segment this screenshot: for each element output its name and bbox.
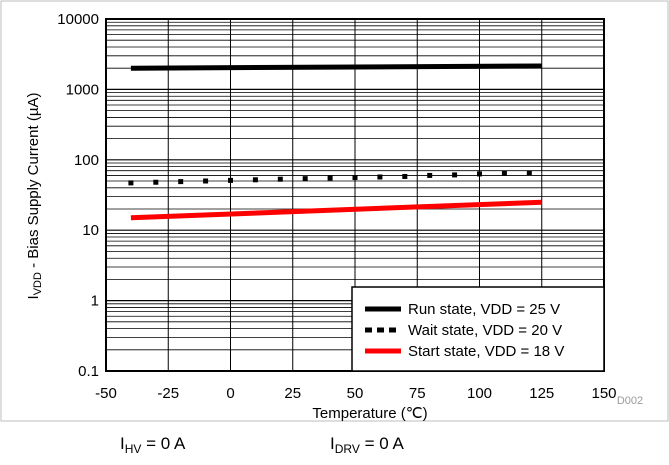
data-point-wait xyxy=(377,174,383,180)
x-tick-label: 100 xyxy=(467,385,492,402)
x-tick-label: 25 xyxy=(284,385,301,402)
data-point-wait xyxy=(526,170,532,176)
y-tick-label: 1000 xyxy=(66,81,99,98)
data-point-wait xyxy=(501,170,507,176)
data-point-wait xyxy=(153,179,159,185)
outer-border xyxy=(0,0,669,422)
y-tick-labels: 0.1 1 10 100 1000 10000 xyxy=(57,11,99,380)
legend-label-run: Run state, VDD = 25 V xyxy=(408,301,560,318)
x-tick-label: -25 xyxy=(157,385,179,402)
y-axis-label: IVDD - Bias Supply Current (µA) xyxy=(25,93,44,300)
legend: Run state, VDD = 25 V Wait state, VDD = … xyxy=(351,286,605,372)
data-point-wait xyxy=(178,179,184,185)
y-tick-label: 1 xyxy=(91,293,99,310)
idrv-rest: = 0 A xyxy=(360,434,405,453)
y-axis-label-main: I xyxy=(25,295,42,299)
data-point-wait xyxy=(203,178,209,184)
legend-label-wait: Wait state, VDD = 20 V xyxy=(408,322,562,339)
y-tick-label: 10000 xyxy=(57,11,99,28)
data-point-wait xyxy=(327,175,333,181)
ihv-main: I xyxy=(120,434,125,453)
x-tick-labels: -50 -25 0 25 50 75 100 125 150 xyxy=(95,385,616,402)
series-line-run xyxy=(130,63,542,71)
legend-label-start: Start state, VDD = 18 V xyxy=(408,343,564,360)
x-tick-label: 50 xyxy=(347,385,364,402)
x-tick-label: 125 xyxy=(529,385,554,402)
x-tick-label: -50 xyxy=(95,385,117,402)
series-group xyxy=(128,63,542,221)
data-point-wait xyxy=(252,177,258,183)
data-point-wait xyxy=(277,176,283,182)
x-tick-label: 0 xyxy=(226,385,234,402)
y-axis-label-rest: - Bias Supply Current (µA) xyxy=(25,93,42,273)
data-point-wait xyxy=(477,171,482,177)
idrv-condition: IDRV = 0 A xyxy=(330,434,404,456)
x-tick-label: 75 xyxy=(409,385,426,402)
figure-code: D002 xyxy=(617,395,643,407)
data-point-wait xyxy=(402,173,408,179)
y-tick-label: 0.1 xyxy=(78,363,99,380)
x-tick-label: 150 xyxy=(591,385,616,402)
y-axis-label-sub: VDD xyxy=(32,272,44,295)
ihv-sub: HV xyxy=(125,442,142,456)
data-point-wait xyxy=(352,175,358,181)
ihv-rest: = 0 A xyxy=(141,434,186,453)
x-axis-label: Temperature (℃) xyxy=(312,405,427,422)
y-tick-label: 100 xyxy=(74,152,99,169)
ihv-condition: IHV = 0 A xyxy=(120,434,186,456)
data-point-wait xyxy=(128,180,134,186)
data-point-wait xyxy=(452,172,458,178)
y-tick-label: 10 xyxy=(82,222,99,239)
idrv-main: I xyxy=(330,434,335,453)
series-line-start xyxy=(130,199,542,221)
data-point-wait xyxy=(302,176,308,182)
idrv-sub: DRV xyxy=(335,442,360,456)
data-point-wait xyxy=(228,177,233,183)
data-point-wait xyxy=(427,172,433,178)
